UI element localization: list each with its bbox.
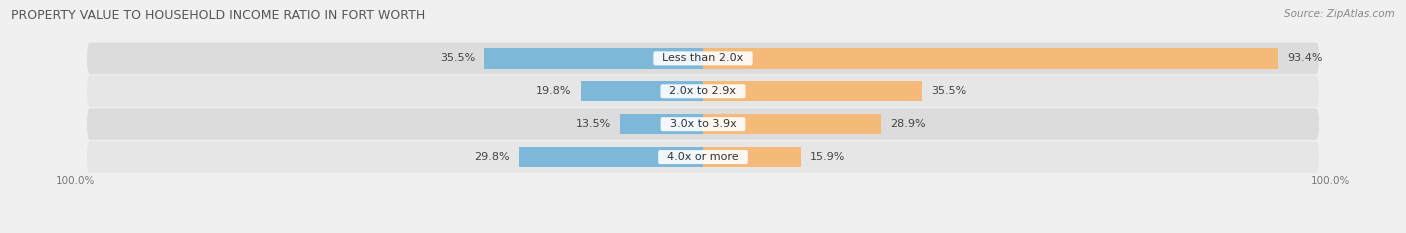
Text: 13.5%: 13.5% — [575, 119, 610, 129]
Text: 93.4%: 93.4% — [1288, 53, 1323, 63]
Text: 2.0x to 2.9x: 2.0x to 2.9x — [662, 86, 744, 96]
Text: 15.9%: 15.9% — [810, 152, 845, 162]
Text: 35.5%: 35.5% — [440, 53, 475, 63]
Text: 29.8%: 29.8% — [475, 152, 510, 162]
Bar — [703, 81, 922, 102]
Text: Less than 2.0x: Less than 2.0x — [655, 53, 751, 63]
Text: 28.9%: 28.9% — [890, 119, 927, 129]
Text: PROPERTY VALUE TO HOUSEHOLD INCOME RATIO IN FORT WORTH: PROPERTY VALUE TO HOUSEHOLD INCOME RATIO… — [11, 9, 426, 22]
FancyBboxPatch shape — [87, 141, 1319, 173]
FancyBboxPatch shape — [87, 75, 1319, 107]
FancyBboxPatch shape — [87, 108, 1319, 140]
Text: 100.0%: 100.0% — [1310, 176, 1350, 186]
Text: 3.0x to 3.9x: 3.0x to 3.9x — [662, 119, 744, 129]
Bar — [484, 48, 703, 69]
Text: 35.5%: 35.5% — [931, 86, 966, 96]
Bar — [620, 114, 703, 134]
Bar — [703, 147, 801, 167]
Bar — [703, 114, 882, 134]
Bar — [703, 48, 1278, 69]
Bar — [519, 147, 703, 167]
Text: 100.0%: 100.0% — [56, 176, 96, 186]
FancyBboxPatch shape — [87, 43, 1319, 74]
Bar — [581, 81, 703, 102]
Text: 4.0x or more: 4.0x or more — [661, 152, 745, 162]
Text: 19.8%: 19.8% — [536, 86, 572, 96]
Text: Source: ZipAtlas.com: Source: ZipAtlas.com — [1284, 9, 1395, 19]
